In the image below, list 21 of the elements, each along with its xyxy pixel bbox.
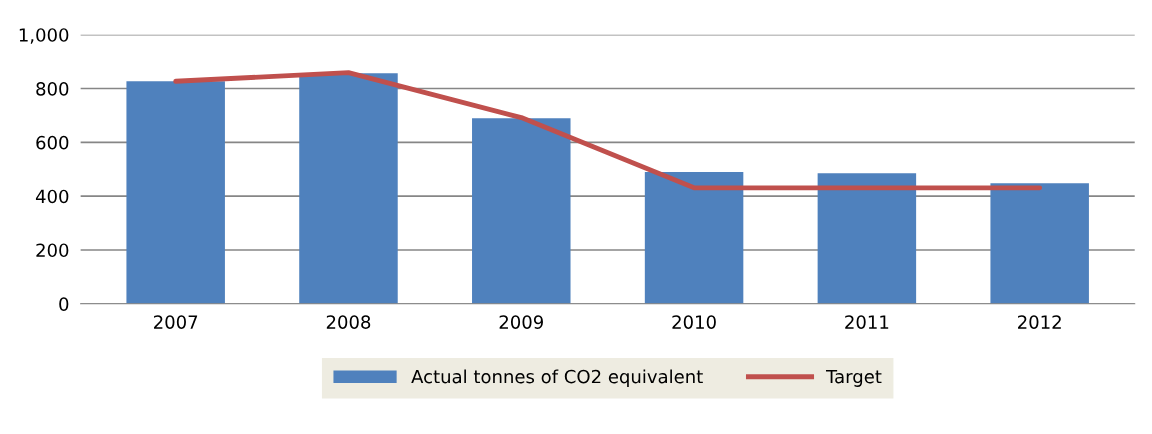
- bar: [299, 73, 398, 304]
- x-tick-label: 2008: [326, 315, 371, 329]
- x-tick-label: 2009: [499, 315, 543, 329]
- bar: [644, 171, 744, 304]
- y-tick-label: 1,000: [19, 28, 69, 44]
- y-tick-label: 800: [36, 82, 69, 96]
- bar: [472, 118, 571, 304]
- x-tick-label: 2012: [1018, 315, 1061, 329]
- x-tick-label: 2010: [672, 315, 716, 329]
- bar: [817, 173, 917, 304]
- y-tick-label: 200: [36, 243, 69, 258]
- bar: [990, 183, 1089, 304]
- y-tick-label: 400: [35, 189, 69, 204]
- x-tick-label: 2011: [845, 315, 889, 329]
- x-tick-label: 2007: [154, 315, 198, 329]
- legend-label: Target: [825, 369, 882, 387]
- y-tick-label: 0: [59, 297, 69, 311]
- bar: [126, 81, 225, 304]
- legend-label: Actual tonnes of CO2 equivalent: [411, 369, 703, 387]
- y-tick-label: 600: [36, 135, 69, 150]
- line-series: [173, 70, 1043, 191]
